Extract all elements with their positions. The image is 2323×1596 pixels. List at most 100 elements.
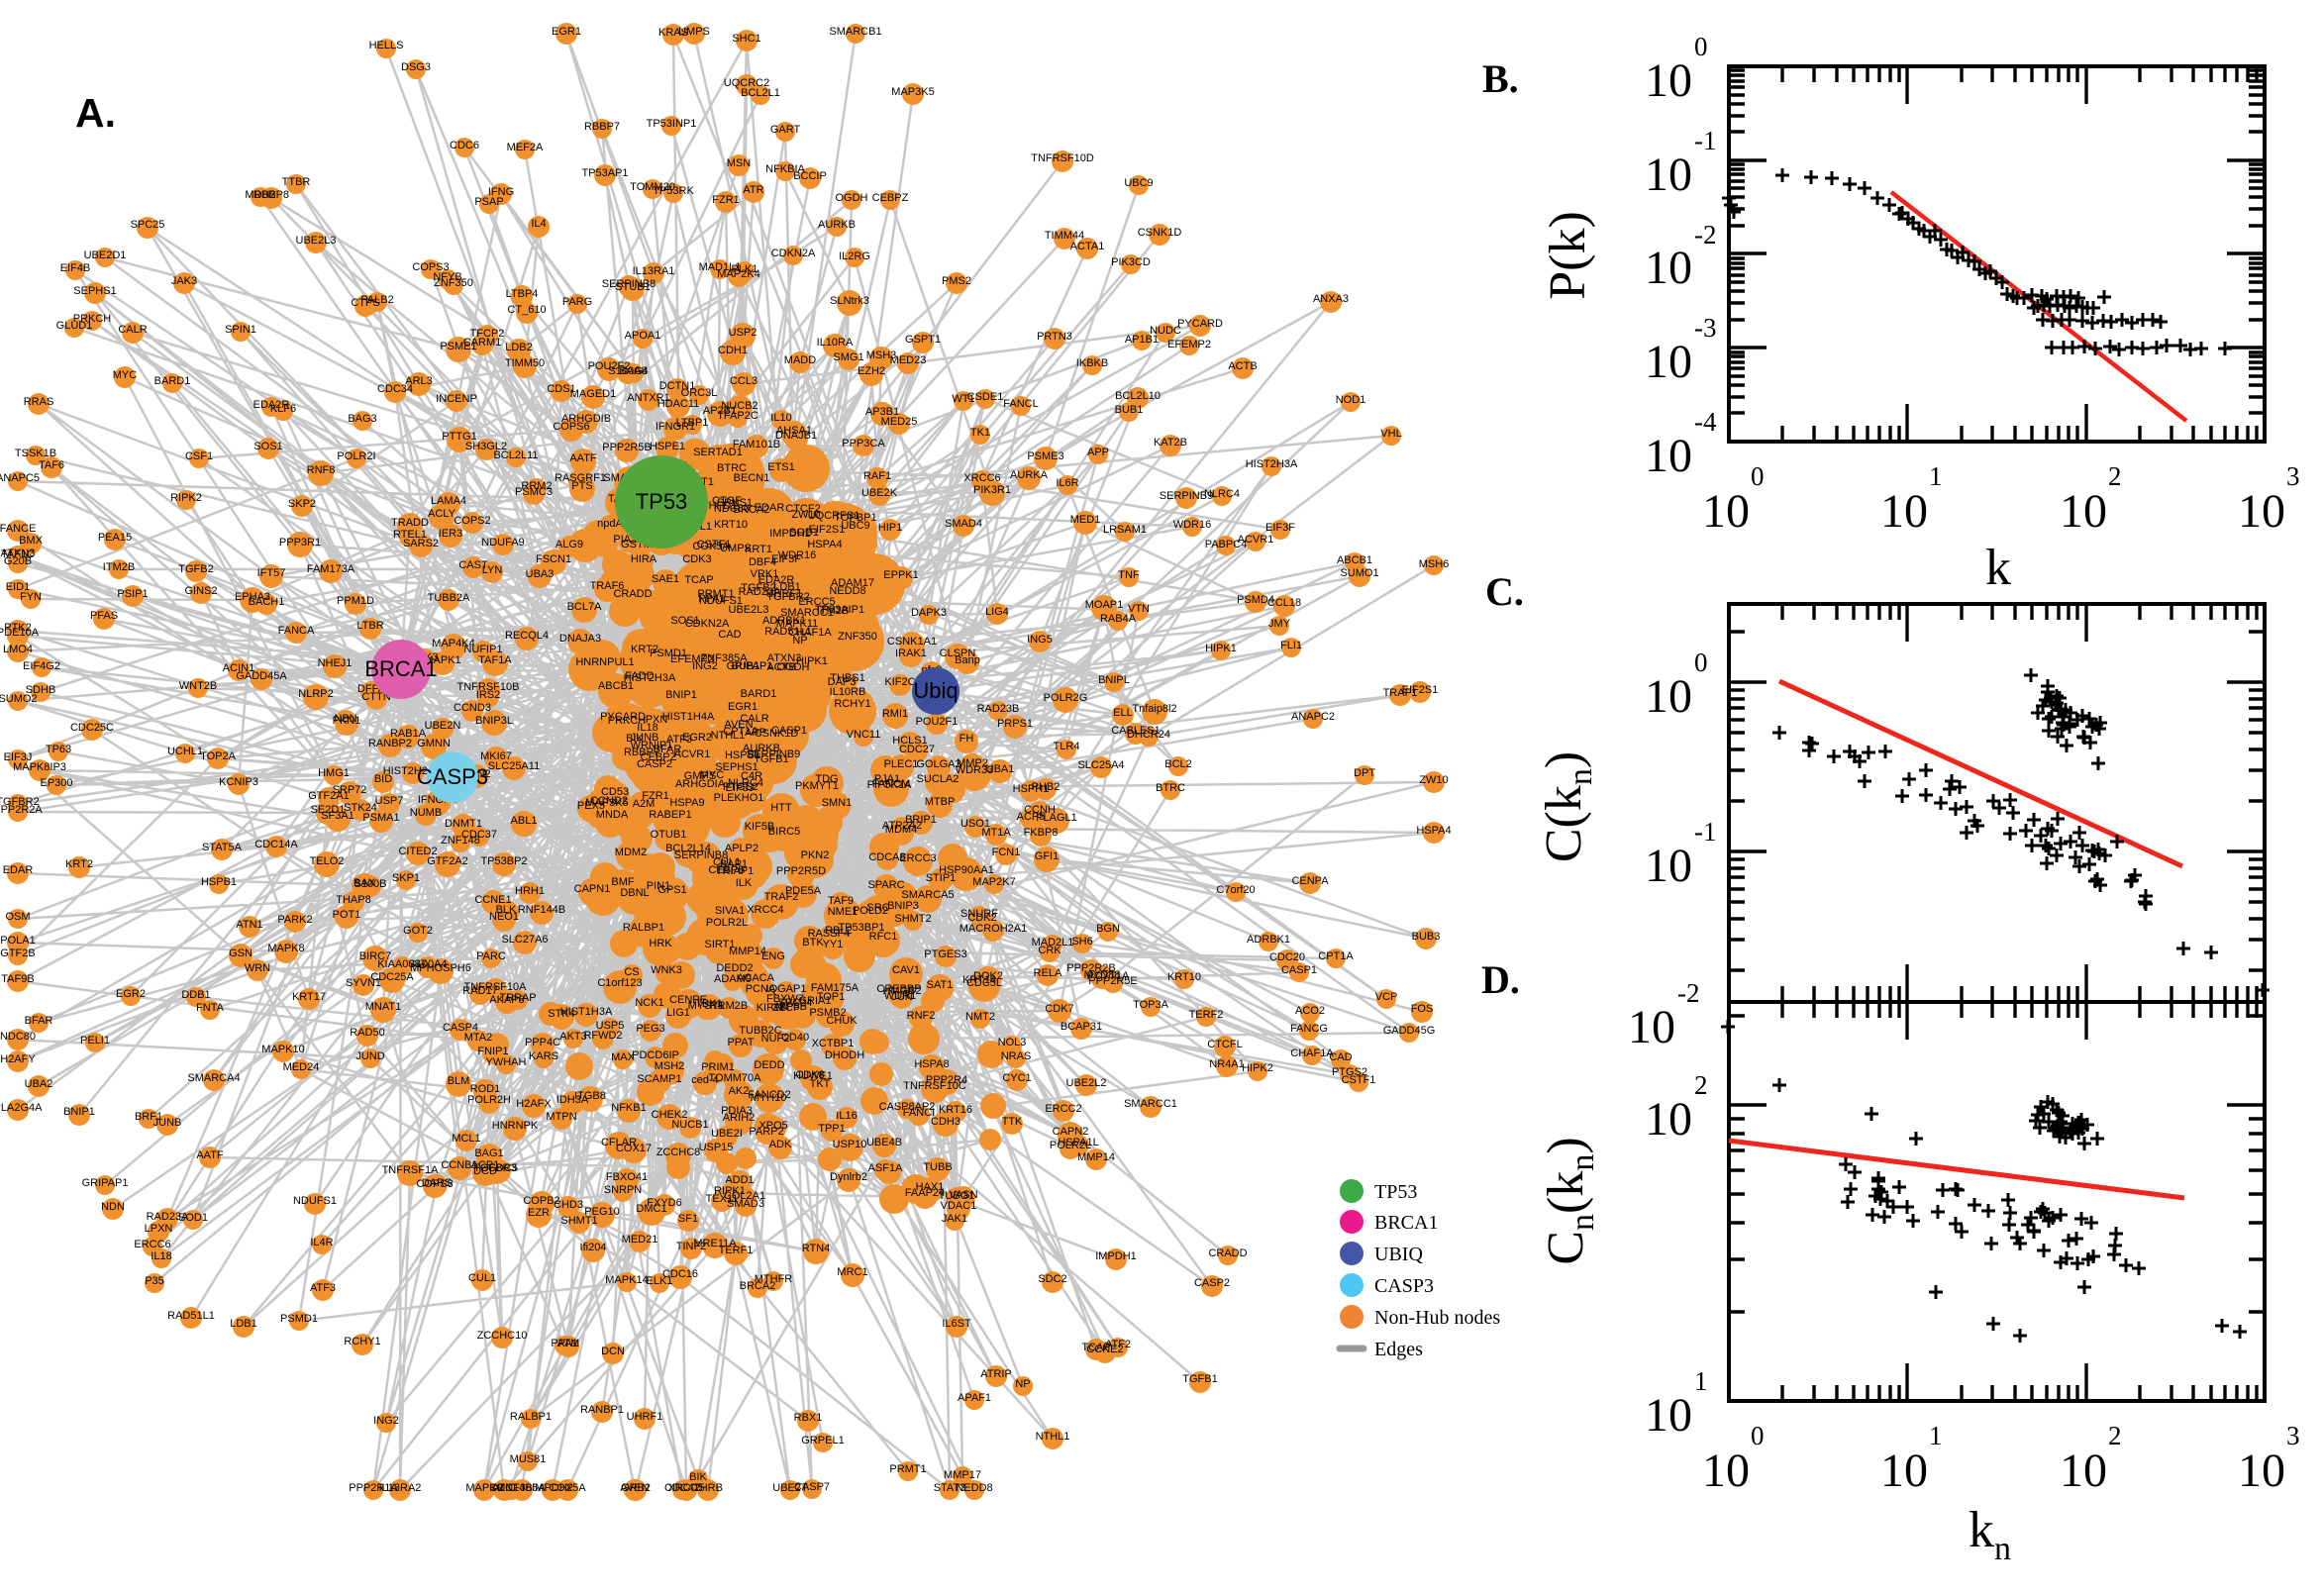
svg-text:NUMB: NUMB bbox=[410, 807, 442, 819]
svg-text:AURKA: AURKA bbox=[1010, 469, 1049, 481]
svg-text:UBE4B: UBE4B bbox=[866, 1137, 902, 1148]
svg-text:RRM2B: RRM2B bbox=[710, 1000, 749, 1012]
svg-text:SHMT2: SHMT2 bbox=[894, 913, 931, 925]
svg-text:BMF: BMF bbox=[611, 876, 635, 888]
svg-text:IDH3A: IDH3A bbox=[556, 1094, 589, 1106]
svg-text:VASN: VASN bbox=[949, 1189, 977, 1201]
svg-text:C.: C. bbox=[1485, 569, 1524, 614]
svg-text:POLR2G: POLR2G bbox=[1044, 692, 1088, 704]
svg-text:ARHGDIA: ARHGDIA bbox=[675, 778, 726, 790]
svg-text:NUF2: NUF2 bbox=[761, 1033, 790, 1045]
svg-text:LMO4: LMO4 bbox=[3, 644, 33, 655]
svg-text:PSMD1: PSMD1 bbox=[650, 648, 687, 659]
svg-text:IMPDH1: IMPDH1 bbox=[769, 528, 811, 540]
svg-text:PRMT1: PRMT1 bbox=[889, 1463, 926, 1475]
svg-text:SAT1: SAT1 bbox=[927, 979, 954, 991]
svg-text:OSM: OSM bbox=[5, 911, 30, 923]
svg-text:AP1B1: AP1B1 bbox=[1125, 334, 1159, 346]
svg-text:npdA: npdA bbox=[597, 518, 623, 530]
svg-text:CDCA8: CDCA8 bbox=[868, 851, 905, 863]
svg-text:10: 10 bbox=[1645, 1389, 1692, 1442]
svg-text:PTK2: PTK2 bbox=[4, 622, 32, 634]
svg-text:VHL: VHL bbox=[1380, 428, 1401, 440]
svg-text:TELO2: TELO2 bbox=[310, 855, 345, 867]
svg-text:SHC1: SHC1 bbox=[732, 33, 760, 45]
svg-text:BRCA2: BRCA2 bbox=[740, 1280, 776, 1292]
svg-text:IL13RA2: IL13RA2 bbox=[379, 1482, 422, 1494]
svg-text:ATR: ATR bbox=[743, 184, 763, 196]
svg-text:THRB: THRB bbox=[693, 1482, 723, 1494]
svg-text:NLRC4: NLRC4 bbox=[728, 777, 763, 789]
svg-text:ATXN3: ATXN3 bbox=[1, 548, 36, 559]
svg-text:CHAF1A: CHAF1A bbox=[788, 627, 832, 639]
svg-text:PSME3: PSME3 bbox=[1027, 450, 1063, 462]
svg-text:CDC42: CDC42 bbox=[664, 1482, 700, 1494]
svg-text:BCL2L11: BCL2L11 bbox=[493, 449, 538, 461]
svg-text:TERF1: TERF1 bbox=[719, 1245, 754, 1256]
svg-text:HSPA4: HSPA4 bbox=[807, 539, 842, 550]
svg-text:EIF2S1: EIF2S1 bbox=[1402, 684, 1439, 696]
svg-text:10: 10 bbox=[1702, 1445, 1750, 1497]
svg-text:HSPA9: HSPA9 bbox=[669, 797, 704, 809]
svg-text:PPA1: PPA1 bbox=[698, 593, 725, 605]
svg-text:BCL2L10: BCL2L10 bbox=[1115, 390, 1161, 402]
svg-text:PYCARD: PYCARD bbox=[600, 711, 646, 723]
svg-text:RRAS: RRAS bbox=[24, 396, 54, 408]
svg-text:COPS2: COPS2 bbox=[454, 515, 490, 527]
svg-text:TUBB: TUBB bbox=[923, 1161, 952, 1173]
svg-text:TRIAP1: TRIAP1 bbox=[716, 865, 755, 877]
svg-text:EIF3F: EIF3F bbox=[1265, 522, 1295, 534]
svg-text:CALR: CALR bbox=[118, 324, 147, 336]
svg-text:CDK3: CDK3 bbox=[682, 553, 711, 565]
svg-text:PRKCH: PRKCH bbox=[608, 715, 647, 727]
svg-text:TNFRSF10C: TNFRSF10C bbox=[903, 1080, 966, 1092]
svg-text:TAF6: TAF6 bbox=[39, 459, 64, 471]
svg-text:COPS8: COPS8 bbox=[416, 1178, 453, 1190]
svg-text:PPP2R5D: PPP2R5D bbox=[776, 865, 826, 877]
svg-text:HIST2H3A: HIST2H3A bbox=[624, 672, 676, 684]
svg-text:DAPK3: DAPK3 bbox=[911, 607, 947, 619]
svg-text:IL10RA: IL10RA bbox=[817, 337, 854, 349]
svg-text:RTN4: RTN4 bbox=[802, 1243, 831, 1254]
svg-text:OGDH: OGDH bbox=[836, 192, 868, 204]
svg-text:ZCCHC8: ZCCHC8 bbox=[656, 1147, 701, 1158]
svg-text:SCAMP1: SCAMP1 bbox=[637, 1073, 681, 1085]
svg-text:ABCB1: ABCB1 bbox=[1337, 554, 1372, 566]
svg-text:ACLY: ACLY bbox=[428, 508, 456, 520]
svg-text:HMGB2: HMGB2 bbox=[882, 985, 921, 997]
svg-text:HIST1H4A: HIST1H4A bbox=[662, 711, 715, 723]
svg-text:TCAP: TCAP bbox=[684, 574, 713, 586]
svg-text:IL6R: IL6R bbox=[1056, 477, 1078, 489]
svg-text:BIRC5: BIRC5 bbox=[768, 826, 800, 838]
svg-text:NDC80: NDC80 bbox=[0, 1031, 36, 1043]
svg-text:PARP2: PARP2 bbox=[749, 1126, 783, 1138]
svg-text:IFNGR1: IFNGR1 bbox=[656, 421, 695, 433]
svg-text:YY1: YY1 bbox=[823, 939, 844, 950]
svg-text:RALBP1: RALBP1 bbox=[510, 1411, 552, 1423]
svg-text:AATF: AATF bbox=[196, 1149, 224, 1161]
svg-text:CDKN2A: CDKN2A bbox=[685, 618, 730, 630]
svg-text:PPM1D: PPM1D bbox=[337, 595, 374, 607]
svg-text:CABLES1: CABLES1 bbox=[1111, 725, 1161, 737]
svg-text:UBA3: UBA3 bbox=[526, 568, 555, 580]
svg-text:POLA1: POLA1 bbox=[0, 935, 35, 947]
svg-text:MYC: MYC bbox=[700, 769, 725, 781]
svg-text:SMG1: SMG1 bbox=[833, 351, 863, 363]
svg-text:EZR: EZR bbox=[528, 1207, 550, 1219]
svg-text:HELLS: HELLS bbox=[369, 40, 404, 51]
svg-text:10: 10 bbox=[1645, 242, 1692, 294]
svg-text:CHD3: CHD3 bbox=[554, 1199, 583, 1211]
svg-text:CREBBP: CREBBP bbox=[876, 983, 921, 995]
svg-text:SLC25A11: SLC25A11 bbox=[488, 760, 540, 772]
svg-text:TP53INP1: TP53INP1 bbox=[647, 118, 697, 130]
svg-text:k: k bbox=[1985, 540, 2011, 596]
svg-text:ARIH2: ARIH2 bbox=[723, 1112, 755, 1124]
svg-text:NME1: NME1 bbox=[828, 906, 858, 918]
svg-text:MNAT1: MNAT1 bbox=[365, 1001, 401, 1013]
svg-text:IL6ST: IL6ST bbox=[942, 1318, 971, 1330]
svg-text:BNIP3L: BNIP3L bbox=[475, 715, 513, 727]
svg-text:SMAD4: SMAD4 bbox=[945, 518, 982, 530]
svg-text:CCNB1: CCNB1 bbox=[441, 1159, 477, 1171]
svg-text:CDC27: CDC27 bbox=[899, 744, 935, 755]
svg-text:ATRIP: ATRIP bbox=[980, 1368, 1012, 1380]
